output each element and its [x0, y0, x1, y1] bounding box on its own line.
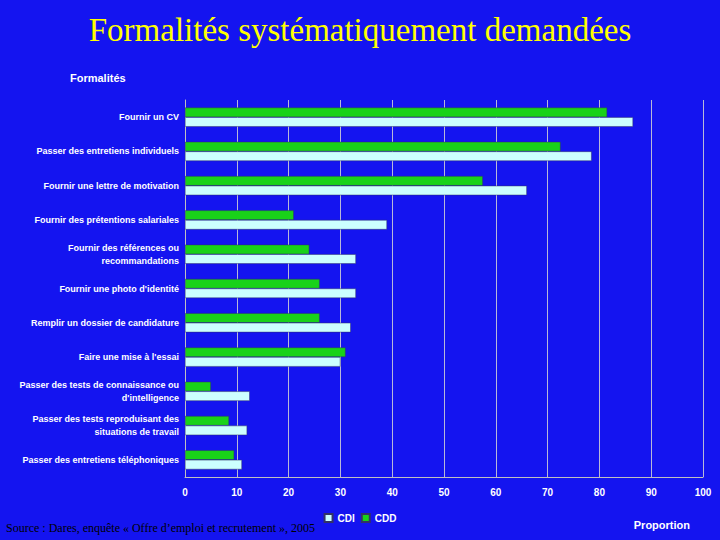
svg-text:Remplir un dossier de candidat: Remplir un dossier de candidature	[31, 318, 179, 328]
svg-text:50: 50	[438, 487, 450, 498]
svg-text:Fournir un CV: Fournir un CV	[119, 112, 179, 122]
svg-text:Passer des tests reproduisant: Passer des tests reproduisant des	[32, 414, 179, 424]
svg-text:CDI: CDI	[338, 513, 355, 524]
svg-text:Fournir une photo d'identité: Fournir une photo d'identité	[59, 284, 179, 294]
svg-text:Fournir une lettre de motivati: Fournir une lettre de motivation	[43, 181, 179, 191]
svg-text:CDD: CDD	[375, 513, 397, 524]
svg-text:situations de travail: situations de travail	[94, 427, 179, 437]
svg-text:Passer des tests de connaissan: Passer des tests de connaissance ou	[19, 380, 179, 390]
svg-text:Fournir des prétentions salari: Fournir des prétentions salariales	[34, 215, 179, 225]
svg-text:20: 20	[283, 487, 295, 498]
svg-text:90: 90	[646, 487, 658, 498]
svg-text:Faire une mise à l'essai: Faire une mise à l'essai	[79, 352, 179, 362]
svg-text:30: 30	[335, 487, 347, 498]
svg-text:100: 100	[695, 487, 712, 498]
svg-text:0: 0	[182, 487, 188, 498]
svg-text:Fournir des références ou: Fournir des références ou	[68, 243, 179, 253]
svg-text:80: 80	[594, 487, 606, 498]
svg-text:70: 70	[542, 487, 554, 498]
svg-text:10: 10	[231, 487, 243, 498]
svg-text:recommandations: recommandations	[101, 256, 179, 266]
svg-text:40: 40	[387, 487, 399, 498]
svg-text:Formalités systématiquement de: Formalités systématiquement demandées	[89, 12, 632, 48]
svg-text:Passer des entretiens téléphon: Passer des entretiens téléphoniques	[22, 455, 179, 465]
svg-text:Source : Dares, enquête « Offr: Source : Dares, enquête « Offre d’emploi…	[6, 521, 315, 535]
svg-text:Passer des entretiens individu: Passer des entretiens individuels	[36, 146, 179, 156]
svg-text:Formalités: Formalités	[70, 72, 126, 84]
svg-text:d'intelligence: d'intelligence	[122, 393, 179, 403]
svg-text:Proportion: Proportion	[634, 519, 690, 531]
svg-text:60: 60	[490, 487, 502, 498]
